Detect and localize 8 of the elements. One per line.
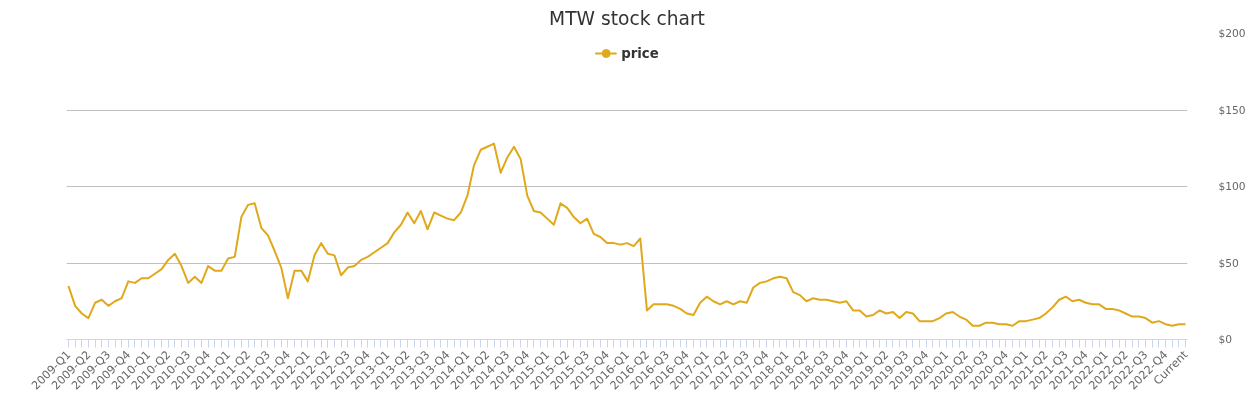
y-tick-label: $200: [1218, 27, 1246, 40]
y-tick-label: $100: [1218, 180, 1246, 193]
legend-label: price: [621, 45, 659, 61]
chart-title: MTW stock chart: [549, 7, 705, 29]
y-tick-label: $150: [1218, 103, 1246, 117]
line-series: [67, 142, 1187, 327]
y-tick-label: $0: [1218, 333, 1233, 346]
y-tick-label: $50: [1218, 256, 1240, 270]
